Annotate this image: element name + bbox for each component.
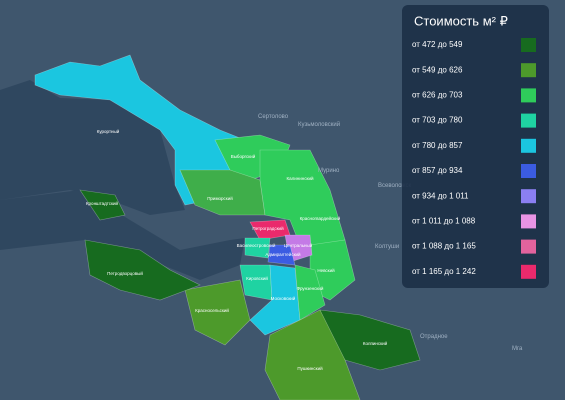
place-label: Всеволожск [378, 183, 412, 189]
district-label: Адмиралтейский [265, 251, 301, 257]
legend-title: Стоимость м² ₽ [414, 13, 508, 28]
district [249, 264, 301, 336]
legend-label: от 934 до 1 011 [412, 191, 469, 200]
district-label: Пушкинский [297, 365, 323, 371]
legend-swatch [521, 164, 536, 178]
place-label: Мга [512, 346, 523, 352]
district-label: Приморский [207, 195, 233, 201]
legend-label: от 1 088 до 1 165 [412, 242, 476, 251]
legend-swatch [521, 88, 536, 103]
legend-label: от 1 011 до 1 088 [412, 217, 476, 226]
legend-swatch [521, 38, 536, 52]
district-label: Фрунзенский [297, 285, 324, 291]
legend-label: от 472 до 549 [412, 40, 463, 49]
district-label: Курортный [97, 128, 120, 134]
district [184, 279, 251, 346]
district-label: Петроградский [252, 225, 284, 231]
district-label: Красносельский [195, 307, 229, 313]
water [0, 190, 245, 280]
district-label: Василеостровский [237, 242, 276, 248]
district-label: Кронштадтский [86, 200, 119, 206]
legend-swatch [521, 138, 536, 153]
district-label: Калининский [287, 175, 314, 181]
district-label: Петродворцовый [107, 270, 143, 276]
district [79, 189, 126, 221]
place-label: Мурино [318, 168, 340, 174]
legend-swatch [521, 264, 536, 279]
district [294, 264, 326, 321]
legend-swatch [521, 189, 536, 204]
legend-label: от 857 до 934 [412, 166, 463, 175]
legend-swatch [521, 239, 536, 254]
district-label: Московский [271, 295, 296, 301]
legend-swatch [521, 63, 536, 78]
district-label: Выборгский [231, 153, 256, 159]
water [0, 80, 185, 215]
district [264, 309, 361, 400]
district-label: Колпинский [363, 340, 388, 346]
legend-label: от 1 165 до 1 242 [412, 267, 476, 276]
legend-swatch [521, 113, 536, 128]
place-labels: Сертолово Кузьмоловский Мурино Всеволожск Ко… [258, 114, 523, 352]
district-label: Центральный [284, 242, 313, 248]
district-labels: Курортный Выборгский Приморский Калининский… [86, 128, 388, 371]
place-label: Кузьмоловский [298, 121, 340, 128]
district-label: Невский [317, 267, 335, 273]
district-label: Кировский [246, 275, 268, 281]
place-label: Сертолово [258, 114, 289, 120]
legend-label: от 703 до 780 [412, 116, 463, 125]
place-label: Отрадное [420, 334, 448, 340]
legend-label: от 780 до 857 [412, 141, 463, 150]
district-label: Красногвардейский [300, 215, 341, 221]
district [84, 239, 201, 301]
legend-label: от 549 до 626 [412, 65, 463, 74]
district [239, 264, 273, 301]
legend-panel [402, 5, 549, 288]
districts [34, 54, 421, 400]
legend-swatch [521, 214, 536, 229]
district [244, 237, 271, 259]
legend: от 472 до 549 от 549 до 626 от 626 до 703 о… [412, 38, 536, 279]
place-label: Колтуши [375, 244, 399, 250]
legend-label: от 626 до 703 [412, 91, 463, 100]
